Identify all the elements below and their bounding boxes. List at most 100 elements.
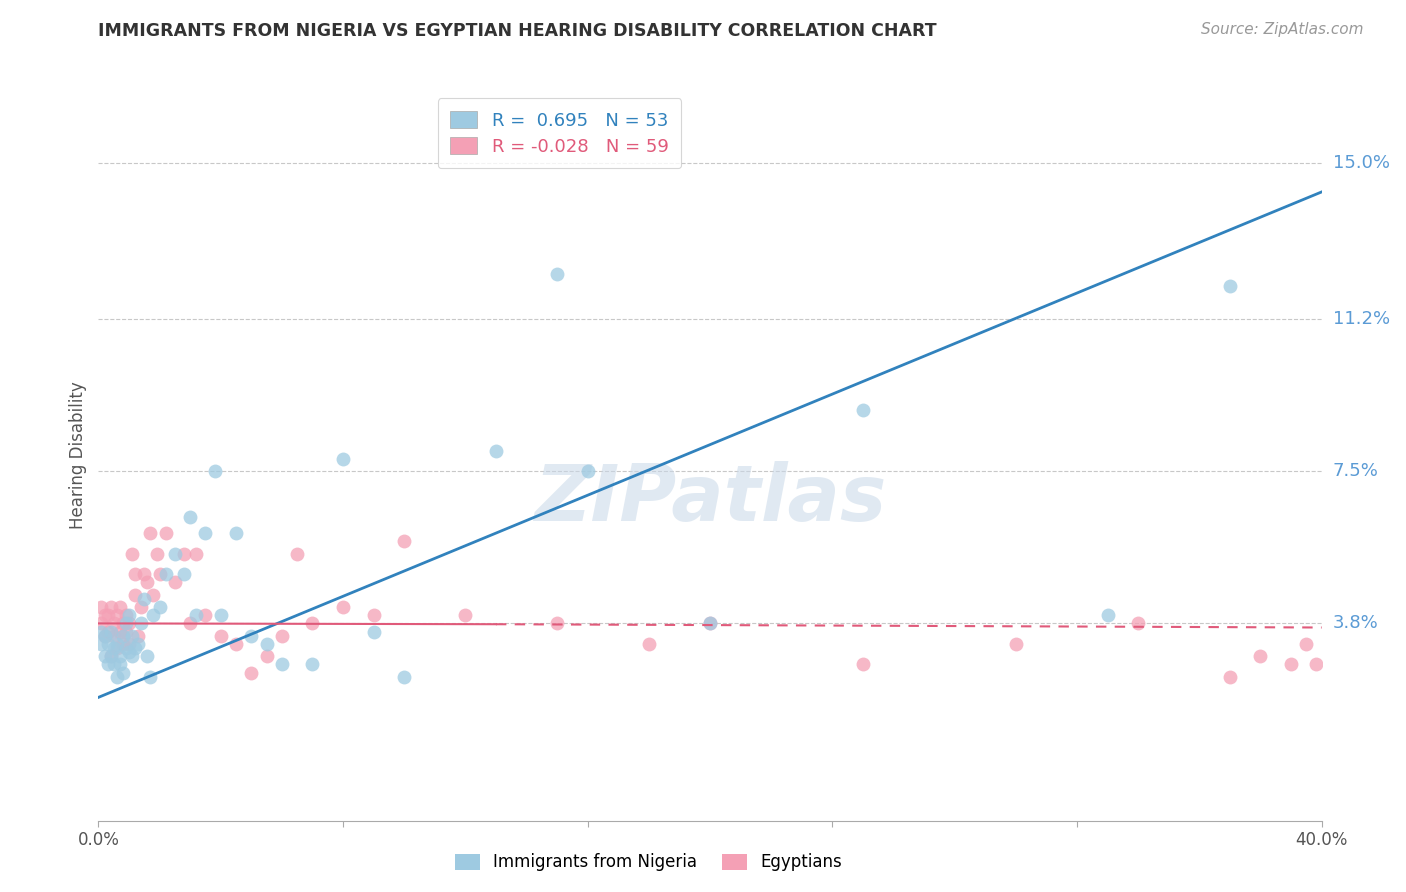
Text: 11.2%: 11.2% [1333,310,1391,328]
Point [108,599,131,614]
Point [90,599,112,614]
Point [97,637,120,651]
Point [121,629,143,643]
Point [1305,657,1327,672]
Point [108,649,131,664]
Point [852,657,875,672]
Point [105,608,128,623]
Point [155,567,177,582]
Text: ZIPatlas: ZIPatlas [534,461,886,537]
Point [118,616,141,631]
Point [270,629,292,643]
Point [108,624,131,639]
Point [485,443,508,458]
Point [852,402,875,417]
Point [139,526,162,541]
Point [105,641,128,656]
Point [392,534,416,549]
Point [363,624,385,639]
Point [103,657,125,672]
Point [142,588,165,602]
Point [108,657,131,672]
Point [173,567,195,582]
Point [454,608,477,623]
Point [93,649,115,664]
Point [240,665,263,680]
Point [149,567,172,582]
Point [124,588,146,602]
Point [118,645,141,659]
Point [100,599,122,614]
Legend: Immigrants from Nigeria, Egyptians: Immigrants from Nigeria, Egyptians [449,847,849,878]
Point [111,616,134,631]
Point [103,629,125,643]
Point [1249,649,1271,664]
Point [301,616,323,631]
Point [194,526,217,541]
Point [111,665,134,680]
Point [145,547,167,561]
Point [93,629,115,643]
Point [1219,279,1241,293]
Text: Source: ZipAtlas.com: Source: ZipAtlas.com [1201,22,1364,37]
Point [204,464,226,478]
Point [163,575,186,590]
Point [637,637,661,651]
Point [93,629,115,643]
Point [149,599,172,614]
Point [105,670,128,684]
Point [90,616,112,631]
Point [1004,637,1026,651]
Point [118,637,141,651]
Point [1128,616,1150,631]
Point [97,657,120,672]
Point [392,670,416,684]
Point [115,624,138,639]
Point [127,629,149,643]
Point [121,649,143,664]
Point [111,629,134,643]
Text: IMMIGRANTS FROM NIGERIA VS EGYPTIAN HEARING DISABILITY CORRELATION CHART: IMMIGRANTS FROM NIGERIA VS EGYPTIAN HEAR… [98,22,936,40]
Point [699,616,721,631]
Point [115,616,138,631]
Text: 3.8%: 3.8% [1333,615,1378,632]
Point [209,629,232,643]
Point [115,608,138,623]
Point [142,608,165,623]
Point [127,637,149,651]
Point [301,657,323,672]
Point [90,624,112,639]
Point [129,599,152,614]
Point [124,567,146,582]
Point [97,624,120,639]
Point [111,637,134,651]
Point [173,547,195,561]
Point [115,641,138,656]
Point [186,608,208,623]
Point [699,616,721,631]
Point [103,641,125,656]
Point [270,657,292,672]
Point [155,526,177,541]
Point [118,608,141,623]
Point [546,616,568,631]
Point [256,649,278,664]
Point [100,649,122,664]
Point [134,591,156,606]
Text: 15.0%: 15.0% [1333,154,1389,172]
Point [1279,657,1302,672]
Point [97,608,120,623]
Point [105,637,128,651]
Point [1097,608,1119,623]
Point [1295,637,1317,651]
Point [576,464,599,478]
Point [285,547,308,561]
Point [209,608,232,623]
Point [363,608,385,623]
Point [103,616,125,631]
Point [163,547,186,561]
Point [179,509,201,524]
Point [121,547,143,561]
Point [1219,670,1241,684]
Point [225,526,247,541]
